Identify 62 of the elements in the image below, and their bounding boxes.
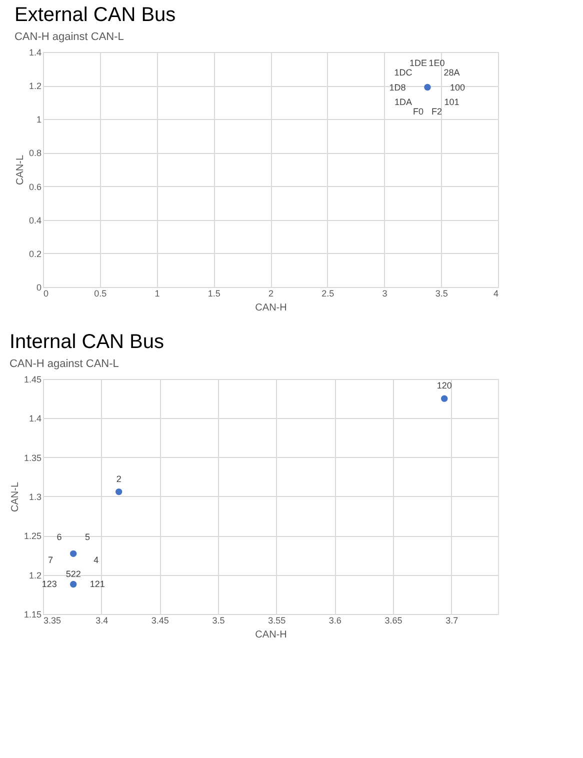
- x-axis-title: CAN-H: [255, 302, 287, 314]
- x-tick-label: 3.6: [328, 616, 342, 626]
- point: [115, 488, 122, 496]
- x-tick-label: 2: [268, 288, 274, 298]
- annotation: 121: [90, 579, 105, 590]
- annotation: 6: [56, 532, 62, 542]
- x-tick-label: 3.45: [151, 616, 169, 626]
- chart-title: Internal CAN Bus: [9, 331, 164, 353]
- y-tick-label: 1.4: [28, 414, 42, 424]
- point: [70, 550, 77, 558]
- y-tick-label: 0.4: [28, 215, 42, 226]
- annotation: 28A: [444, 67, 460, 78]
- annotation: 120: [436, 380, 452, 391]
- chart-subtitle: CAN-H against CAN-L: [14, 31, 124, 43]
- annotation: 4: [94, 554, 99, 565]
- y-tick-label: 1.25: [24, 531, 42, 542]
- x-tick-label: 3.55: [268, 616, 286, 626]
- point: [440, 395, 448, 402]
- x-tick-label: 3.65: [384, 616, 402, 626]
- y-tick-label: 0.8: [28, 148, 42, 158]
- x-tick-label: 3.7: [446, 616, 458, 626]
- y-tick-label: 1.15: [24, 610, 42, 620]
- y-axis-title: CAN-L: [10, 482, 21, 512]
- annotation: 1DE: [409, 58, 427, 68]
- annotation: 123: [42, 579, 57, 590]
- y-axis-title: CAN-L: [14, 154, 26, 186]
- annotation: 101: [444, 97, 460, 108]
- x-tick-label: 3.4: [96, 616, 108, 626]
- y-tick-label: 1.4: [28, 48, 42, 58]
- annotation: F2: [431, 106, 442, 116]
- x-tick-label: 3: [382, 288, 388, 298]
- annotation: 1DA: [394, 97, 412, 108]
- y-tick-label: 1.35: [24, 452, 42, 463]
- chart-title: External CAN Bus: [14, 4, 176, 26]
- x-tick-label: 0.5: [94, 288, 107, 298]
- chart-subtitle: CAN-H against CAN-L: [9, 358, 119, 370]
- y-tick-label: 1.3: [28, 492, 42, 502]
- annotation: F0: [412, 106, 424, 116]
- annotation: 1DC: [394, 67, 413, 78]
- point: [70, 580, 77, 588]
- x-tick-label: 1.5: [208, 288, 220, 298]
- annotation: 2: [116, 474, 122, 484]
- x-tick-label: 3.35: [44, 616, 62, 626]
- x-tick-label: 3.5: [435, 288, 448, 298]
- y-tick-label: 1: [36, 114, 42, 125]
- annotation: 100: [450, 82, 465, 92]
- annotation: 1D8: [389, 82, 406, 92]
- annotation: 522: [66, 569, 81, 580]
- annotation: 1E0: [428, 58, 445, 68]
- x-tick-label: 3.5: [212, 616, 225, 626]
- y-tick-label: 1.45: [24, 374, 42, 384]
- x-tick-label: 4: [493, 288, 498, 298]
- annotation: 7: [48, 554, 54, 565]
- y-tick-label: 0.2: [28, 248, 42, 259]
- y-tick-label: 0.6: [28, 182, 42, 192]
- x-axis-title: CAN-H: [255, 630, 287, 640]
- x-tick-label: 0: [44, 288, 49, 298]
- y-tick-label: 1.2: [28, 570, 42, 580]
- y-tick-label: 1.2: [28, 81, 42, 92]
- x-tick-label: 2.5: [322, 288, 334, 298]
- annotation: 5: [84, 532, 90, 542]
- x-tick-label: 1: [154, 288, 160, 298]
